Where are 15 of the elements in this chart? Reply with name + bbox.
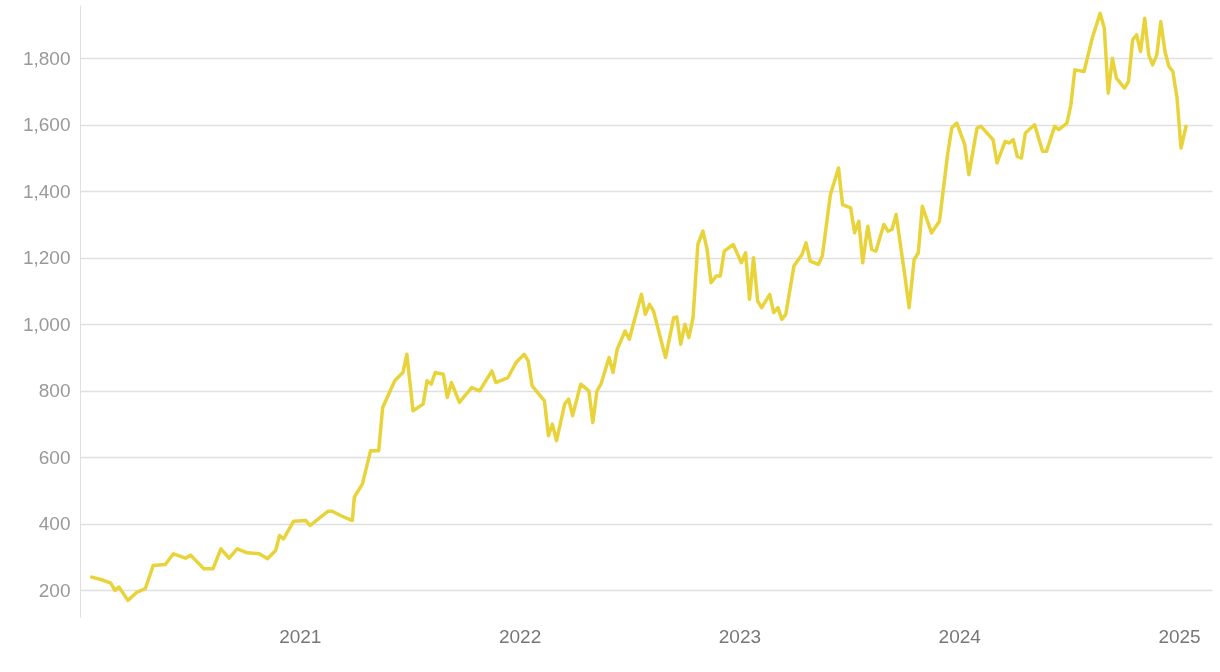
x-tick-label: 2021 (279, 625, 322, 647)
y-tick-label: 200 (38, 579, 71, 601)
x-tick-label: 2025 (1158, 625, 1201, 647)
y-tick-label: 1,600 (22, 114, 71, 136)
y-tick-label: 1,800 (22, 47, 71, 69)
x-tick-label: 2022 (498, 625, 542, 647)
line-series (89, 11, 1188, 603)
y-tick-label: 1,400 (22, 180, 71, 202)
x-tick-label: 2024 (938, 625, 982, 647)
y-tick-label: 600 (38, 446, 71, 468)
y-tick-label: 800 (38, 380, 71, 402)
y-tick-label: 1,000 (22, 313, 71, 335)
y-tick-label: 400 (38, 513, 71, 535)
x-tick-label: 2023 (718, 625, 762, 647)
y-tick-label: 1,200 (22, 247, 71, 269)
